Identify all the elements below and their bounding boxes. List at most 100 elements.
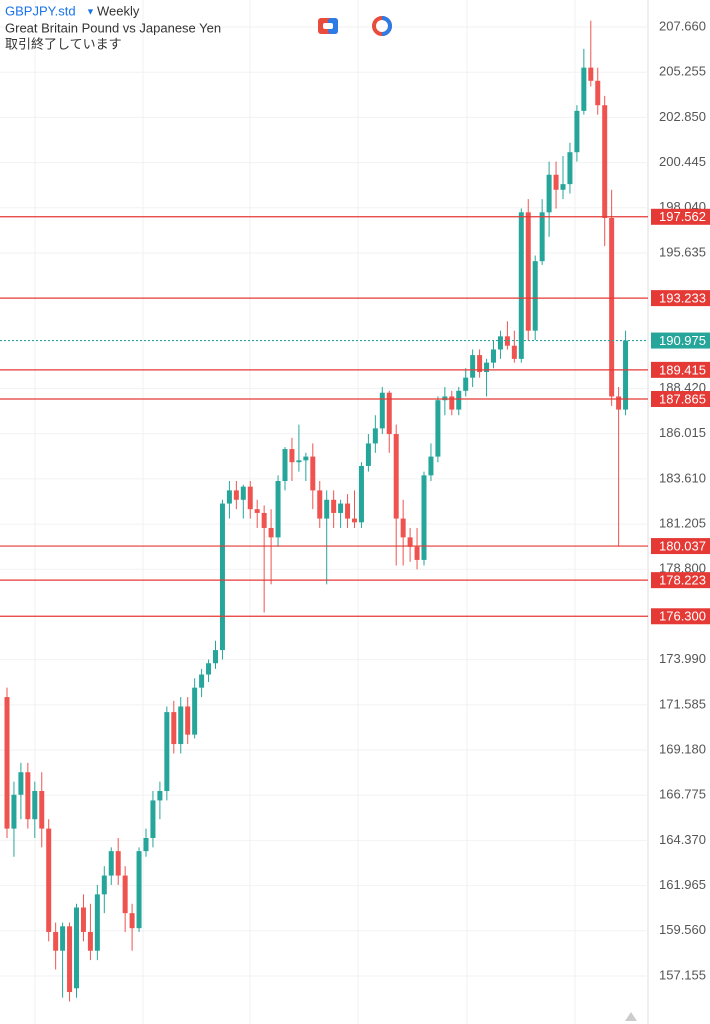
y-tick-label: 173.990 [659, 651, 706, 666]
candle-body [282, 449, 288, 481]
candle-body [11, 794, 17, 829]
candle-body [414, 546, 420, 560]
y-tick-label: 195.635 [659, 244, 706, 259]
candle-body [595, 80, 601, 106]
candle-body [560, 184, 566, 190]
candle-body [164, 712, 170, 792]
candle-body [219, 503, 225, 651]
candle-body [407, 537, 413, 547]
candle-body [352, 518, 357, 523]
clock-icon[interactable] [372, 16, 392, 36]
y-tick-label: 207.660 [659, 18, 706, 33]
candle-body [345, 503, 351, 519]
candle-body [491, 349, 496, 363]
candle-body [400, 518, 406, 538]
candle-body [539, 212, 545, 262]
level-line-tag [651, 390, 710, 407]
candle-body [428, 456, 434, 476]
candle-body [442, 396, 448, 401]
candle-body [53, 931, 59, 951]
y-tick-label: 186.015 [659, 425, 706, 440]
candle-body [199, 674, 205, 688]
candle-body [532, 261, 538, 331]
candle-body [157, 791, 163, 801]
candle-body [115, 851, 121, 876]
candle-body [87, 931, 93, 951]
candle-body [192, 687, 198, 735]
level-line-tag [651, 208, 710, 225]
candle-body [609, 217, 615, 397]
candle-body [449, 396, 455, 410]
candle-body [226, 490, 232, 504]
candle-body [275, 480, 281, 538]
y-tick-label: 183.610 [659, 470, 706, 485]
status: 取引終了しています [5, 36, 122, 51]
level-line-tag [651, 290, 710, 307]
candle-body [143, 837, 149, 852]
y-tick-label: 164.370 [659, 832, 706, 847]
y-tick-label: 171.585 [659, 696, 706, 711]
candle-body [497, 336, 503, 350]
y-tick-label: 157.155 [659, 967, 706, 982]
candle-body [358, 465, 364, 523]
candle-body [261, 512, 267, 528]
candle-body [511, 345, 517, 359]
candle-body [94, 894, 100, 951]
candle-body [623, 340, 629, 410]
level-line-tag [651, 538, 710, 555]
candle-body [546, 174, 552, 213]
candle-body [379, 392, 385, 429]
candle-body [108, 851, 114, 876]
level-line-label: 197.562 [659, 209, 706, 224]
y-tick-label: 159.560 [659, 922, 706, 937]
candle-body [386, 392, 392, 435]
candle-body [581, 67, 587, 111]
level-line-tag [651, 361, 710, 378]
candle-body [477, 355, 483, 373]
candle-body [525, 212, 531, 331]
level-line-label: 178.223 [659, 573, 706, 588]
trade-icon[interactable] [318, 18, 338, 34]
scroll-marker[interactable] [625, 1012, 637, 1021]
candle-body [567, 152, 573, 185]
candle-body [4, 697, 10, 829]
candle-body [80, 907, 86, 932]
candle-body [421, 475, 427, 560]
symbol[interactable]: GBPJPY.std [5, 3, 76, 18]
candle-body [178, 706, 184, 745]
candle-body [338, 503, 344, 513]
level-line-label: 176.300 [659, 609, 706, 624]
y-tick-label: 200.445 [659, 154, 706, 169]
y-tick-label: 161.965 [659, 877, 706, 892]
description: Great Britain Pound vs Japanese Yen [5, 20, 221, 35]
candle-body [206, 663, 212, 675]
dropdown-icon[interactable]: ▼ [86, 6, 95, 16]
candle-body [129, 913, 135, 929]
candle-body [122, 875, 128, 914]
level-line-label: 193.233 [659, 291, 706, 306]
candle-body [463, 377, 469, 391]
candle-body [289, 449, 295, 463]
candle-body [185, 706, 191, 735]
price-line-label: 190.975 [659, 333, 706, 348]
candle-body [268, 527, 274, 538]
price-line-tag [651, 332, 710, 349]
y-tick-label: 169.180 [659, 741, 706, 756]
candle-body [310, 456, 316, 491]
candle-body [588, 67, 594, 81]
y-tick-label: 181.205 [659, 516, 706, 531]
candle-body [504, 336, 510, 346]
candle-body [18, 772, 24, 795]
candle-body [213, 650, 218, 664]
candle-body [470, 355, 476, 378]
candle-body [233, 490, 239, 500]
candle-body [317, 490, 323, 519]
candle-body [553, 174, 559, 190]
candle-body [60, 926, 66, 951]
y-tick-label: 166.775 [659, 787, 706, 802]
level-line-label: 189.415 [659, 362, 706, 377]
candle-body [254, 509, 260, 513]
candle-body [240, 486, 246, 500]
timeframe[interactable]: Weekly [97, 3, 140, 18]
